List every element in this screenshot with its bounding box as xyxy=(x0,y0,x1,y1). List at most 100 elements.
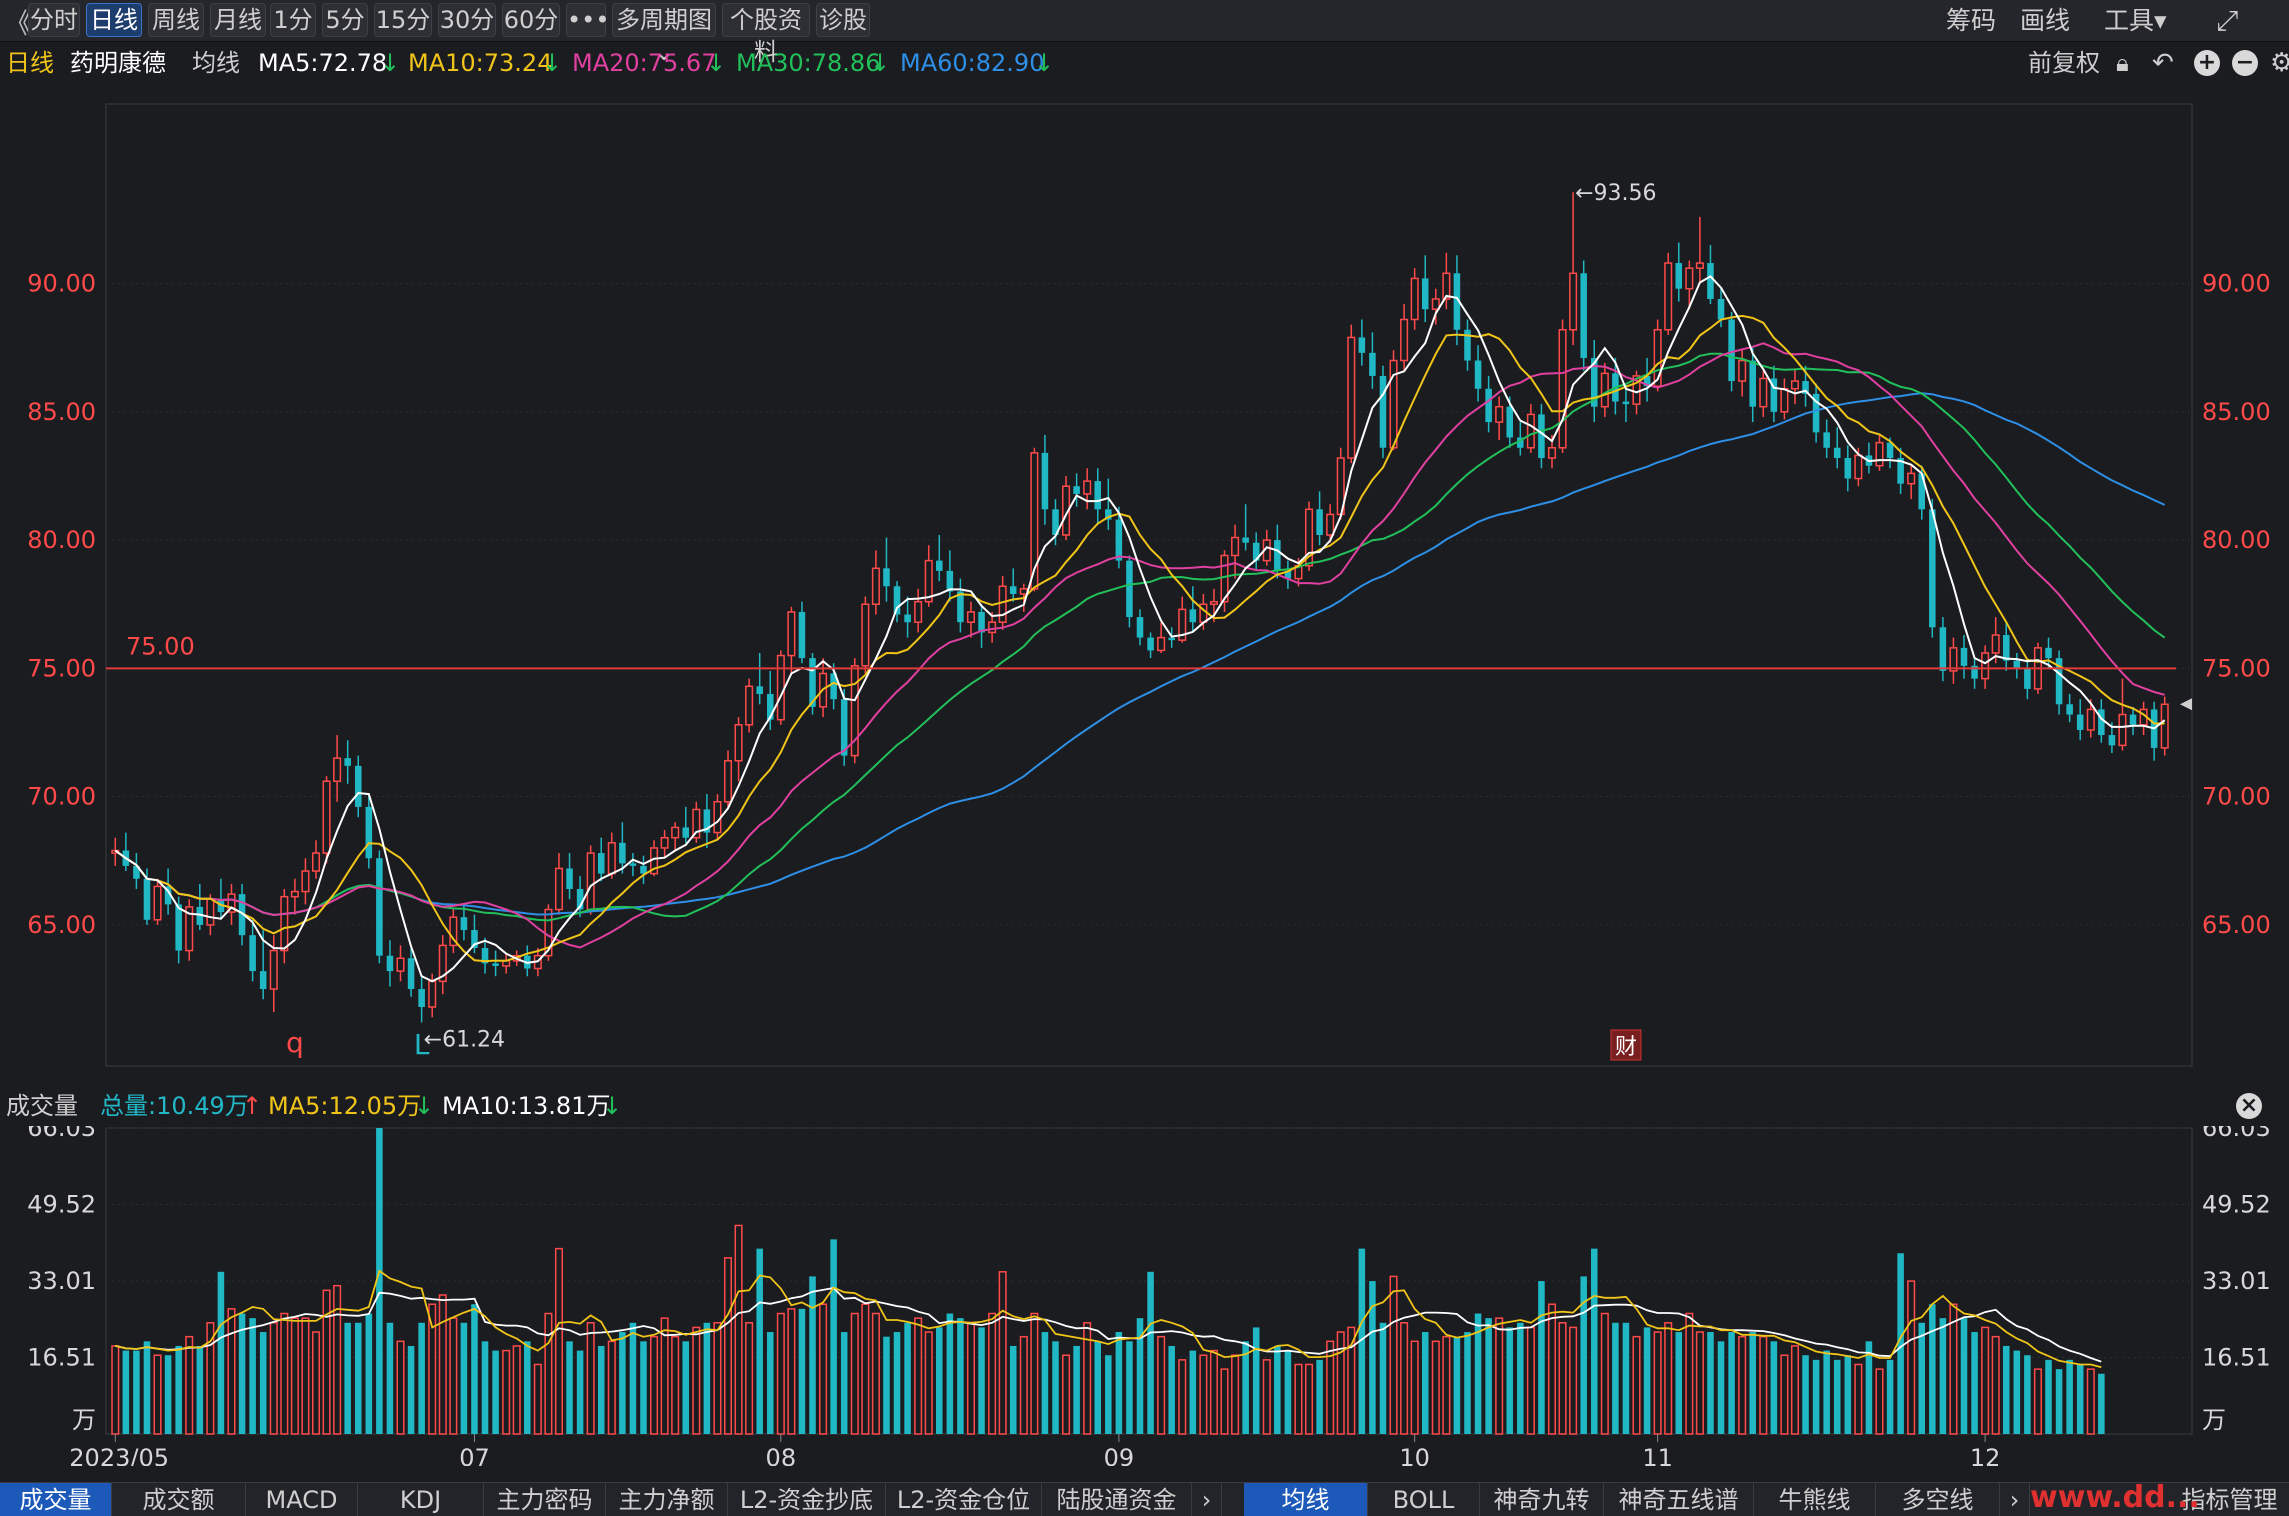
candle-body-up xyxy=(1083,480,1092,495)
date-tick-label: 11 xyxy=(1642,1444,1673,1466)
candle-body-up xyxy=(1907,472,1916,485)
volume-bar-down xyxy=(840,1332,848,1434)
volume-bar-up xyxy=(1653,1331,1662,1435)
volume-bar-down xyxy=(756,1248,763,1434)
tab-main-code[interactable]: 主力密码 xyxy=(484,1483,606,1516)
tab-main-net[interactable]: 主力净额 xyxy=(606,1483,728,1516)
volume-bar-down xyxy=(1812,1359,1820,1434)
volume-bar-down xyxy=(1728,1332,1735,1434)
volume-bar-down xyxy=(1749,1332,1756,1434)
volume-bar-up xyxy=(1410,1340,1419,1435)
candle-body-down xyxy=(1675,263,1683,289)
volume-bar-down xyxy=(122,1350,130,1434)
volume-bar-down xyxy=(2013,1350,2021,1434)
tools-button[interactable]: 工具▾ xyxy=(2104,6,2167,35)
volume-bar-up xyxy=(1569,1326,1578,1435)
settings-gear-icon[interactable]: ⚙ xyxy=(2270,48,2289,78)
tab-boll[interactable]: BOLL xyxy=(1368,1483,1480,1516)
candle-body-down xyxy=(143,878,151,920)
volume-bar-down xyxy=(471,1304,478,1434)
tab-1min[interactable]: 1分 xyxy=(270,3,316,37)
volume-bar-down xyxy=(1358,1248,1366,1434)
volume-bar-down xyxy=(1147,1271,1154,1434)
tab-kdj[interactable]: KDJ xyxy=(358,1483,484,1516)
candle-body-up xyxy=(924,559,933,603)
candle-body-up xyxy=(1875,441,1884,467)
volume-bar-down xyxy=(1453,1336,1461,1434)
candle-body-down xyxy=(2066,704,2073,715)
candle-body-down xyxy=(576,888,584,910)
tabs-left-scroll-icon[interactable]: › xyxy=(1192,1483,1222,1516)
volume-bar-up xyxy=(301,1317,310,1435)
volume-bar-down xyxy=(1506,1327,1514,1434)
tab-turnover[interactable]: 成交额 xyxy=(112,1483,246,1516)
marker-q: q xyxy=(286,1026,304,1059)
undo-icon[interactable]: ↶ xyxy=(2152,48,2174,78)
price-chart[interactable]: 90.00 85.00 80.00 75.00 70.00 65.00 90.00 85.0… xyxy=(0,82,2289,1084)
candle-body-up xyxy=(1178,608,1187,641)
volume-chart[interactable]: 66.03 66.03 49.52 49.52 33.01 33.01 16.51 16.51… xyxy=(0,1126,2289,1466)
volume-bar-down xyxy=(1865,1341,1873,1434)
candle-body-down xyxy=(2055,658,2063,705)
tab-nine-turn[interactable]: 神奇九转 xyxy=(1480,1483,1604,1516)
tab-rixian[interactable]: 日线 xyxy=(86,3,142,37)
tab-yuexian[interactable]: 月线 xyxy=(210,3,266,37)
tab-60min[interactable]: 60分 xyxy=(502,3,560,37)
volume-bar-up xyxy=(333,1284,342,1435)
volume-bar-down xyxy=(1094,1341,1102,1434)
chips-button[interactable]: 筹码 xyxy=(1946,6,1997,35)
tab-five-lines[interactable]: 神奇五线谱 xyxy=(1604,1483,1754,1516)
ma10-value: MA10:73.24 xyxy=(408,49,553,77)
candle-body-down xyxy=(1960,647,1968,666)
more-button[interactable]: ••• xyxy=(566,3,609,37)
tab-volume[interactable]: 成交量 xyxy=(0,1483,112,1516)
last-price-pointer xyxy=(2180,698,2192,711)
line-type-label[interactable]: 均线 xyxy=(192,49,240,77)
tab-l2-bottom[interactable]: L2-资金抄底 xyxy=(728,1483,886,1516)
tab-l2-position[interactable]: L2-资金仓位 xyxy=(886,1483,1042,1516)
back-arrow-icon[interactable]: 《 xyxy=(4,7,33,40)
multi-period-dropdown[interactable]: 多周期图 ⌄ xyxy=(612,3,716,66)
candle-body-up xyxy=(1526,413,1535,449)
tabs-right-scroll-icon[interactable]: › xyxy=(2000,1483,2030,1516)
volume-bar-down xyxy=(566,1341,573,1434)
candle-body-up xyxy=(1664,262,1673,331)
tab-zhouxian[interactable]: 周线 xyxy=(148,3,204,37)
tab-fenshi[interactable]: 分时 xyxy=(28,3,80,37)
volume-bar-up xyxy=(1600,1312,1609,1435)
volume-bar-down xyxy=(1675,1332,1683,1434)
tab-ma[interactable]: 均线 xyxy=(1244,1483,1368,1516)
lock-icon[interactable]: 🔒︎ xyxy=(2116,49,2129,77)
diagnose-button[interactable]: 诊股 xyxy=(816,3,870,37)
volume-bar-down xyxy=(1643,1327,1651,1434)
candle-body-up xyxy=(1019,588,1028,595)
price-tick-right: 80.00 xyxy=(2202,526,2271,554)
indicator-manage-button[interactable]: 指标管理 xyxy=(2181,1486,2278,1514)
price-tick-left: 85.00 xyxy=(27,398,96,426)
tab-15min[interactable]: 15分 xyxy=(374,3,432,37)
volume-bar-up xyxy=(322,1289,331,1435)
adjust-label[interactable]: 前复权 xyxy=(2028,49,2100,77)
tab-5min[interactable]: 5分 xyxy=(322,3,368,37)
tab-hk-connect[interactable]: 陆股通资金 xyxy=(1042,1483,1192,1516)
tab-long-short[interactable]: 多空线 xyxy=(1876,1483,2000,1516)
draw-button[interactable]: 画线 xyxy=(2020,6,2071,35)
ma-lines xyxy=(114,275,2166,983)
candle-body-up xyxy=(1780,388,1789,413)
tab-30min[interactable]: 30分 xyxy=(438,3,496,37)
volume-bar-down xyxy=(143,1341,151,1434)
candle-body-up xyxy=(1600,372,1609,408)
price-tick-left: 80.00 xyxy=(27,526,96,554)
candle-body-up xyxy=(1157,636,1166,652)
stock-info-button[interactable]: 个股资料 xyxy=(722,3,810,66)
date-axis: 2023/05 07 08 09 10 11 12 xyxy=(69,1434,2000,1466)
candle-body-down xyxy=(766,694,774,720)
date-tick-label: 10 xyxy=(1399,1444,1430,1466)
candle-body-down xyxy=(376,858,383,956)
tab-macd[interactable]: MACD xyxy=(246,1483,358,1516)
candle-body-up xyxy=(607,842,616,875)
expand-icon[interactable]: ⤢ xyxy=(2216,4,2239,37)
volume-bar-up xyxy=(819,1303,828,1435)
volume-bar-down xyxy=(1274,1345,1281,1434)
tab-bull-bear[interactable]: 牛熊线 xyxy=(1754,1483,1876,1516)
